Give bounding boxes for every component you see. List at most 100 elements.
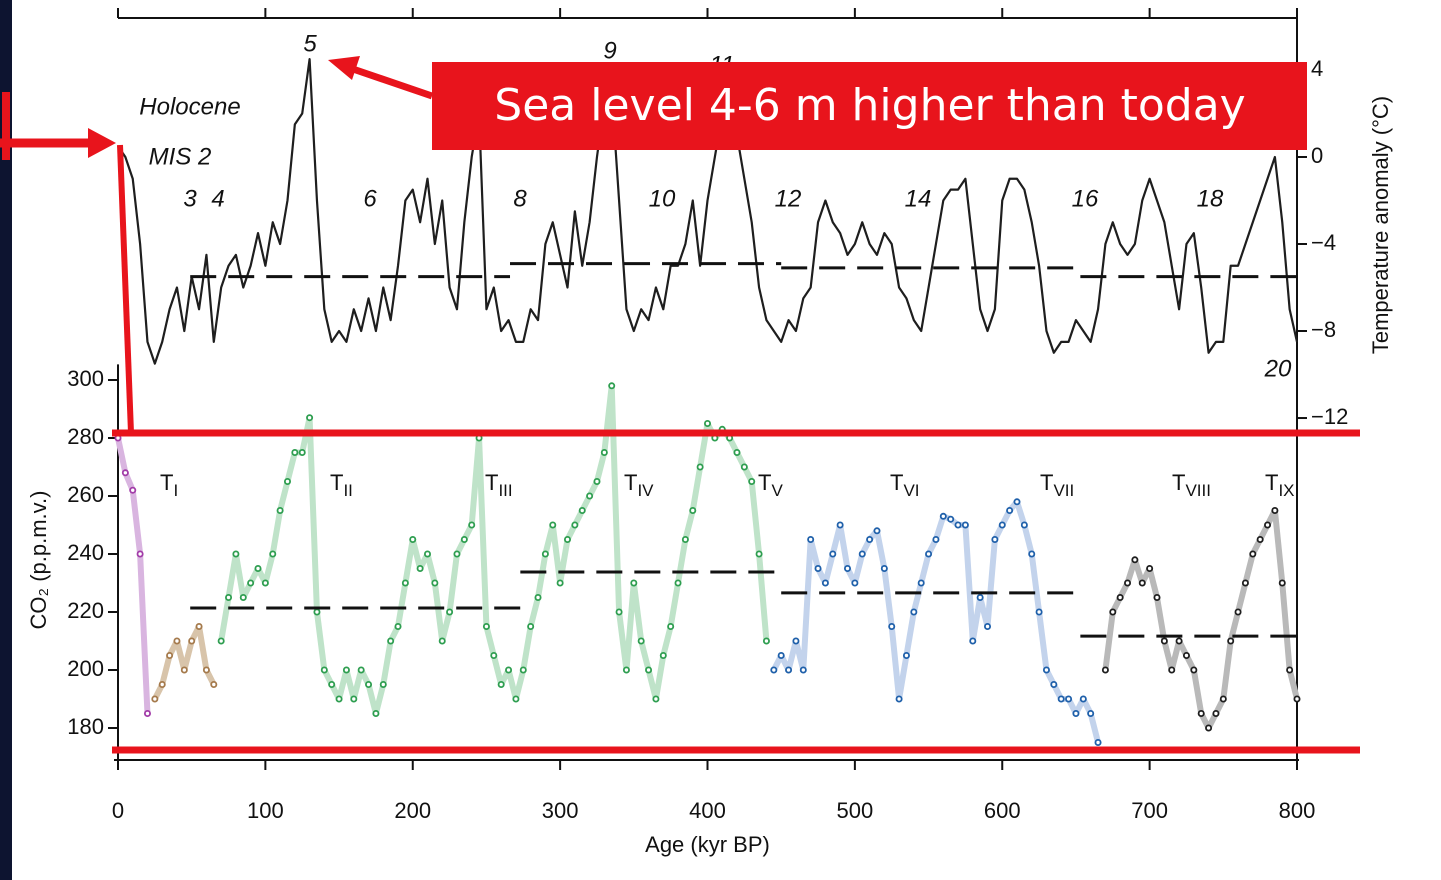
co2-point — [799, 666, 807, 674]
co2-point — [858, 550, 866, 558]
y-tick-label: 220 — [67, 598, 104, 623]
co2-point — [740, 463, 748, 471]
co2-point — [932, 536, 940, 544]
termination-label: TVII — [1040, 470, 1074, 501]
co2-point — [998, 521, 1006, 529]
annotation: 12 — [775, 185, 802, 212]
co2-point — [306, 414, 314, 422]
co2-point — [342, 666, 350, 674]
co2-point — [1234, 608, 1242, 616]
annotation: 3 — [183, 185, 197, 212]
co2-point — [873, 527, 881, 535]
co2-point — [254, 565, 262, 573]
co2-point — [541, 550, 549, 558]
termination-label: TVIII — [1172, 470, 1211, 501]
co2-point — [630, 579, 638, 587]
co2-point — [431, 579, 439, 587]
x-axis-label: Age (kyr BP) — [645, 832, 770, 857]
co2-point — [328, 681, 336, 689]
co2-point — [1094, 739, 1102, 747]
annotation: 8 — [513, 185, 527, 212]
annotation: 20 — [1264, 355, 1292, 382]
x-tick-label: 0 — [112, 798, 124, 823]
co2-point — [313, 608, 321, 616]
x-tick-label: 800 — [1279, 798, 1316, 823]
co2-point — [129, 486, 137, 494]
co2-point — [681, 536, 689, 544]
co2-point — [173, 637, 181, 645]
co2-point — [446, 608, 454, 616]
callout-arrow — [348, 64, 434, 100]
co2-point — [232, 550, 240, 558]
co2-point — [1079, 695, 1087, 703]
annotation: 6 — [363, 185, 377, 212]
co2-point — [571, 521, 579, 529]
co2-point — [888, 623, 896, 631]
termination-sub: VII — [1053, 481, 1074, 500]
co2-point — [792, 637, 800, 645]
co2-point — [519, 666, 527, 674]
co2-point — [423, 550, 431, 558]
co2-point — [917, 579, 925, 587]
co2-point — [1278, 579, 1286, 587]
annotation: 9 — [603, 37, 616, 64]
co2-point — [1020, 521, 1028, 529]
co2-point — [409, 536, 417, 544]
co2-point — [910, 608, 918, 616]
co2-point — [645, 666, 653, 674]
x-tick-label: 700 — [1131, 798, 1168, 823]
y-tick-label: 240 — [67, 540, 104, 565]
termination-sub: IX — [1278, 481, 1294, 500]
co2-point — [777, 652, 785, 660]
co2-point — [1072, 710, 1080, 718]
co2-point — [387, 637, 395, 645]
termination-t: T — [1172, 470, 1185, 495]
termination-t: T — [160, 470, 173, 495]
co2-point — [1168, 666, 1176, 674]
co2-point — [1197, 710, 1205, 718]
co2-point — [1116, 594, 1124, 602]
co2-point — [1227, 637, 1235, 645]
co2-point — [1050, 681, 1058, 689]
co2-point — [836, 521, 844, 529]
co2-point — [1131, 556, 1139, 564]
co2-point — [401, 579, 409, 587]
co2-point — [556, 579, 564, 587]
red-connector — [117, 144, 134, 434]
co2-point — [1013, 498, 1021, 506]
co2-point — [991, 536, 999, 544]
co2-point — [1042, 666, 1050, 674]
termination-sub: V — [771, 481, 783, 500]
co2-point — [563, 536, 571, 544]
co2-point — [925, 550, 933, 558]
co2-point — [593, 477, 601, 485]
co2-point — [136, 550, 144, 558]
termination-t: T — [890, 470, 903, 495]
y2-tick-label: −4 — [1311, 230, 1336, 255]
co2-point — [1087, 710, 1095, 718]
co2-point — [505, 666, 513, 674]
arrow-head — [328, 56, 360, 80]
co2-point — [667, 623, 675, 631]
termination-sub: VI — [903, 481, 919, 500]
termination-t: T — [485, 470, 498, 495]
co2-point — [1153, 594, 1161, 602]
co2-point — [350, 695, 358, 703]
co2-point — [1256, 536, 1264, 544]
annotation: Holocene — [139, 93, 240, 120]
co2-point — [851, 579, 859, 587]
co2-point — [652, 695, 660, 703]
co2-point — [1057, 695, 1065, 703]
co2-point — [143, 710, 151, 718]
co2-point — [453, 550, 461, 558]
y2-axis-label: Temperature anomaly (°C) — [1368, 96, 1393, 354]
annotation: 18 — [1197, 185, 1224, 212]
annotation: 14 — [905, 185, 932, 212]
co2-point — [217, 637, 225, 645]
co2-point — [158, 681, 166, 689]
co2-point — [534, 594, 542, 602]
co2-point — [622, 666, 630, 674]
co2-point — [1212, 710, 1220, 718]
termination-label: TIII — [485, 470, 513, 501]
